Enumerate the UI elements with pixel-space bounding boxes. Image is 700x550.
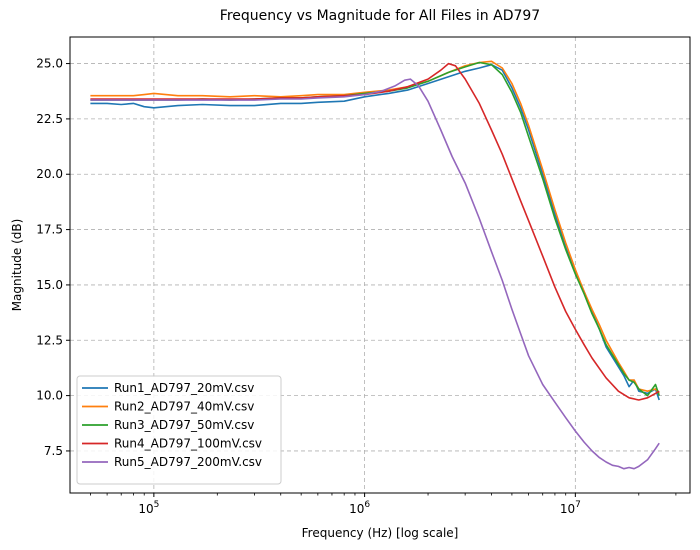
- legend: Run1_AD797_20mV.csv Run2_AD797_40mV.csv Ru…: [76, 375, 282, 485]
- legend-label: Run3_AD797_50mV.csv: [114, 418, 254, 432]
- plot-area-frame: [69, 36, 691, 494]
- y-axis-title: Magnitude (dB): [10, 219, 24, 312]
- series-line-3: [90, 61, 660, 397]
- y-tick-label: 17.5: [36, 223, 63, 237]
- series-line-1: [90, 63, 660, 401]
- legend-label: Run4_AD797_100mV.csv: [114, 437, 262, 451]
- chart-title: Frequency vs Magnitude for All Files in …: [220, 8, 540, 24]
- x-tick-label: 106: [349, 500, 370, 516]
- axes: 7.5 10.0 12.5 15.0 17.5 20.0 22.5 25.0 105 106 107: [36, 57, 677, 516]
- y-tick-label: 12.5: [36, 333, 63, 347]
- y-tick-label: 20.0: [36, 167, 63, 181]
- x-tick-label: 105: [138, 500, 159, 516]
- legend-label: Run5_AD797_200mV.csv: [114, 455, 262, 469]
- x-axis-title: Frequency (Hz) [log scale]: [302, 526, 459, 540]
- y-tick-label: 22.5: [36, 112, 63, 126]
- x-tick-label: 107: [560, 500, 581, 516]
- y-tick-label: 15.0: [36, 278, 63, 292]
- y-tick-label: 25.0: [36, 57, 63, 71]
- y-tick-label: 10.0: [36, 389, 63, 403]
- series-line-4: [90, 62, 660, 401]
- series-lines: [90, 60, 660, 470]
- series-line-5: [90, 78, 660, 470]
- legend-label: Run2_AD797_40mV.csv: [114, 400, 254, 414]
- series-line-2: [90, 60, 660, 394]
- y-tick-label: 7.5: [44, 444, 63, 458]
- legend-box: [76, 375, 282, 485]
- legend-label: Run1_AD797_20mV.csv: [114, 381, 254, 395]
